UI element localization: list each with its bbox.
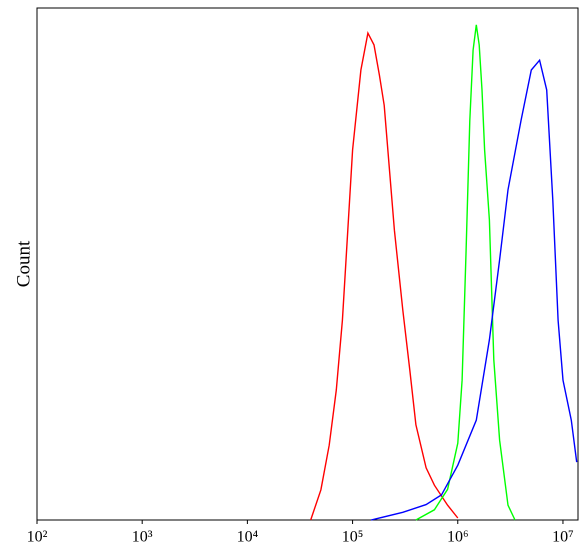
x-tick-label: 10⁷ [552,529,574,546]
x-tick-label: 10⁴ [237,529,259,546]
x-tick-label: 10⁶ [447,529,469,546]
histogram-line [415,24,516,521]
x-tick-label: 10³ [132,529,153,546]
histogram-line [370,58,578,521]
x-tick-label: 10⁵ [342,529,364,546]
x-tick-label: 10² [27,529,48,546]
y-axis-label: Count [13,240,34,287]
histogram-line [310,30,459,521]
plot-frame [36,7,579,521]
